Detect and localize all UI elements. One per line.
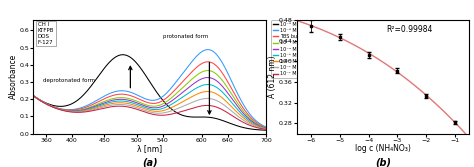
Text: CH I
KTFPB
DOS
F-127: CH I KTFPB DOS F-127 — [38, 22, 54, 45]
X-axis label: λ [nm]: λ [nm] — [137, 144, 163, 153]
X-axis label: log c (NH₄NO₃): log c (NH₄NO₃) — [355, 144, 411, 153]
Y-axis label: Absorbance: Absorbance — [9, 54, 18, 99]
Text: deprotonated form: deprotonated form — [43, 78, 95, 83]
Text: R²=0.99984: R²=0.99984 — [386, 25, 433, 34]
Text: (b): (b) — [375, 157, 391, 167]
Text: (a): (a) — [142, 157, 158, 167]
Text: protonated form: protonated form — [163, 34, 208, 39]
Y-axis label: A (612 nm): A (612 nm) — [268, 55, 277, 98]
Legend: 10⁻⁶ M NaOH, 10⁻⁶ M HNO₃, TBS buffer pH 9.0, 10⁻⁵ M NH₄NO₃, 10⁻⁴ M NH₄NO₃, 10⁻³ : 10⁻⁶ M NaOH, 10⁻⁶ M HNO₃, TBS buffer pH … — [271, 20, 325, 78]
